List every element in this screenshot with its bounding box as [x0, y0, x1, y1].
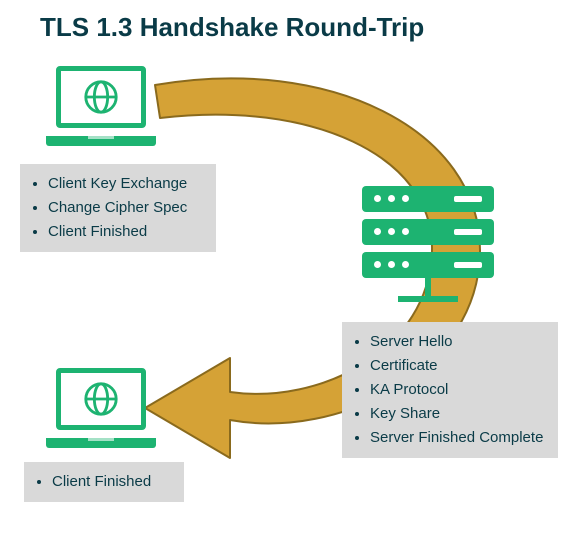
list-item: Change Cipher Spec: [48, 196, 202, 220]
client-send-box: Client Key Exchange Change Cipher Spec C…: [20, 164, 216, 252]
list-item: Server Finished Complete: [370, 426, 544, 450]
server-response-box: Server Hello Certificate KA Protocol Key…: [342, 322, 558, 458]
page-title: TLS 1.3 Handshake Round-Trip: [40, 12, 424, 43]
diagram-canvas: TLS 1.3 Handshake Round-Trip Client Key …: [0, 0, 576, 537]
laptop-screen: [56, 368, 146, 430]
list-item: Client Finished: [48, 220, 202, 244]
laptop-screen: [56, 66, 146, 128]
laptop-base: [46, 136, 156, 146]
client-finished-box: Client Finished: [24, 462, 184, 502]
list-item: KA Protocol: [370, 378, 544, 402]
laptop-base: [46, 438, 156, 448]
list-item: Key Share: [370, 402, 544, 426]
list-item: Client Finished: [52, 470, 170, 494]
client-finished-list: Client Finished: [34, 470, 170, 494]
client-laptop-bottom: [46, 368, 156, 448]
client-send-list: Client Key Exchange Change Cipher Spec C…: [30, 172, 202, 244]
server-rack-icon: [362, 186, 502, 306]
server-stand: [425, 278, 431, 296]
server-response-list: Server Hello Certificate KA Protocol Key…: [352, 330, 544, 450]
server-unit: [362, 219, 494, 245]
server-unit: [362, 186, 494, 212]
server-stand: [398, 296, 458, 302]
server-unit: [362, 252, 494, 278]
globe-icon: [82, 380, 120, 418]
list-item: Client Key Exchange: [48, 172, 202, 196]
list-item: Certificate: [370, 354, 544, 378]
globe-icon: [82, 78, 120, 116]
client-laptop-top: [46, 66, 156, 146]
list-item: Server Hello: [370, 330, 544, 354]
